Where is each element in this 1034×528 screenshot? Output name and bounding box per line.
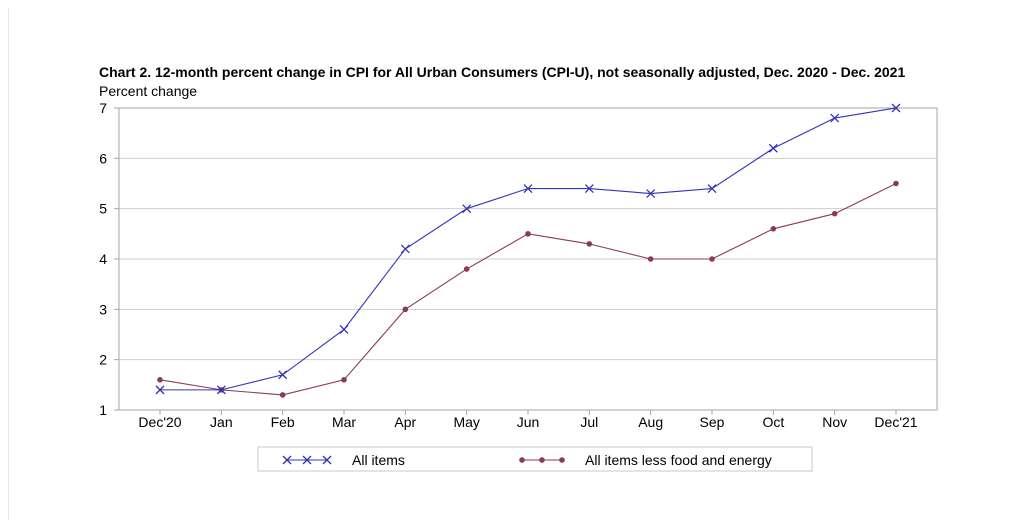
data-point-x — [400, 244, 410, 254]
y-axis-label: Percent change — [99, 83, 198, 99]
legend-label: All items less food and energy — [585, 452, 772, 468]
legend-marker — [302, 455, 312, 465]
chart-frame — [8, 8, 1027, 520]
y-tick-label: 6 — [99, 150, 107, 166]
data-point-dot — [647, 256, 654, 262]
y-tick-label: 4 — [99, 251, 107, 267]
x-tick-label: Aug — [638, 414, 663, 430]
legend: All items All items less food and energy — [257, 446, 813, 472]
data-point-x — [523, 184, 533, 193]
legend-box — [257, 446, 813, 472]
y-tick-label: 5 — [99, 201, 107, 217]
data-point-x — [278, 370, 288, 380]
x-axis-ticks: Dec'20 Jan Feb Mar Apr May Jun Jul Aug Sep Oct Nov D… — [138, 410, 918, 430]
data-point-dot — [341, 377, 347, 383]
x-tick-label: Apr — [394, 414, 416, 430]
legend-marker — [519, 457, 525, 463]
legend-marker — [559, 457, 565, 463]
x-tick-label: Jul — [580, 414, 598, 430]
data-point-x — [155, 385, 165, 395]
series-line — [159, 183, 897, 396]
data-point-x — [462, 204, 472, 214]
data-point-x — [646, 189, 656, 199]
x-tick-label: Feb — [271, 414, 295, 430]
data-point-dot — [279, 392, 286, 398]
legend-marker — [539, 457, 545, 463]
data-point-x — [768, 143, 778, 153]
data-point-x — [707, 184, 717, 193]
y-tick-label: 7 — [99, 100, 107, 116]
chart-title: Chart 2. 12-month percent change in CPI … — [99, 64, 906, 80]
data-point-dot — [831, 210, 838, 217]
data-point-x — [584, 184, 594, 193]
x-tick-label: Sep — [700, 414, 725, 430]
legend-marker — [322, 455, 332, 465]
x-tick-label: Dec'20 — [138, 414, 181, 430]
data-point-x — [339, 325, 349, 334]
x-tick-label: Jun — [517, 414, 540, 430]
x-tick-label: Dec'21 — [874, 414, 917, 430]
data-point-x — [216, 385, 226, 395]
series-line — [160, 107, 897, 391]
y-tick-label: 2 — [99, 352, 107, 368]
x-tick-label: Mar — [332, 414, 356, 430]
y-axis-ticks: 1 2 3 4 5 6 7 — [99, 100, 119, 418]
data-point-dot — [709, 256, 715, 262]
data-point-dot — [525, 231, 531, 237]
legend-label: All items — [352, 452, 405, 468]
data-point-x — [891, 103, 901, 113]
data-point-dot — [402, 306, 409, 313]
y-tick-label: 3 — [99, 301, 107, 317]
x-tick-label: May — [453, 414, 479, 430]
data-point-dot — [586, 241, 593, 247]
data-point-dot — [463, 266, 470, 272]
x-tick-label: Nov — [822, 414, 847, 430]
y-tick-label: 1 — [99, 402, 107, 418]
data-point-dot — [770, 226, 777, 232]
x-tick-label: Jan — [210, 414, 233, 430]
series-lines — [155, 103, 901, 398]
data-point-dot — [893, 180, 899, 187]
data-point-x — [830, 113, 840, 123]
x-tick-label: Oct — [762, 414, 784, 430]
data-point-dot — [157, 377, 163, 383]
legend-marker — [282, 455, 292, 465]
